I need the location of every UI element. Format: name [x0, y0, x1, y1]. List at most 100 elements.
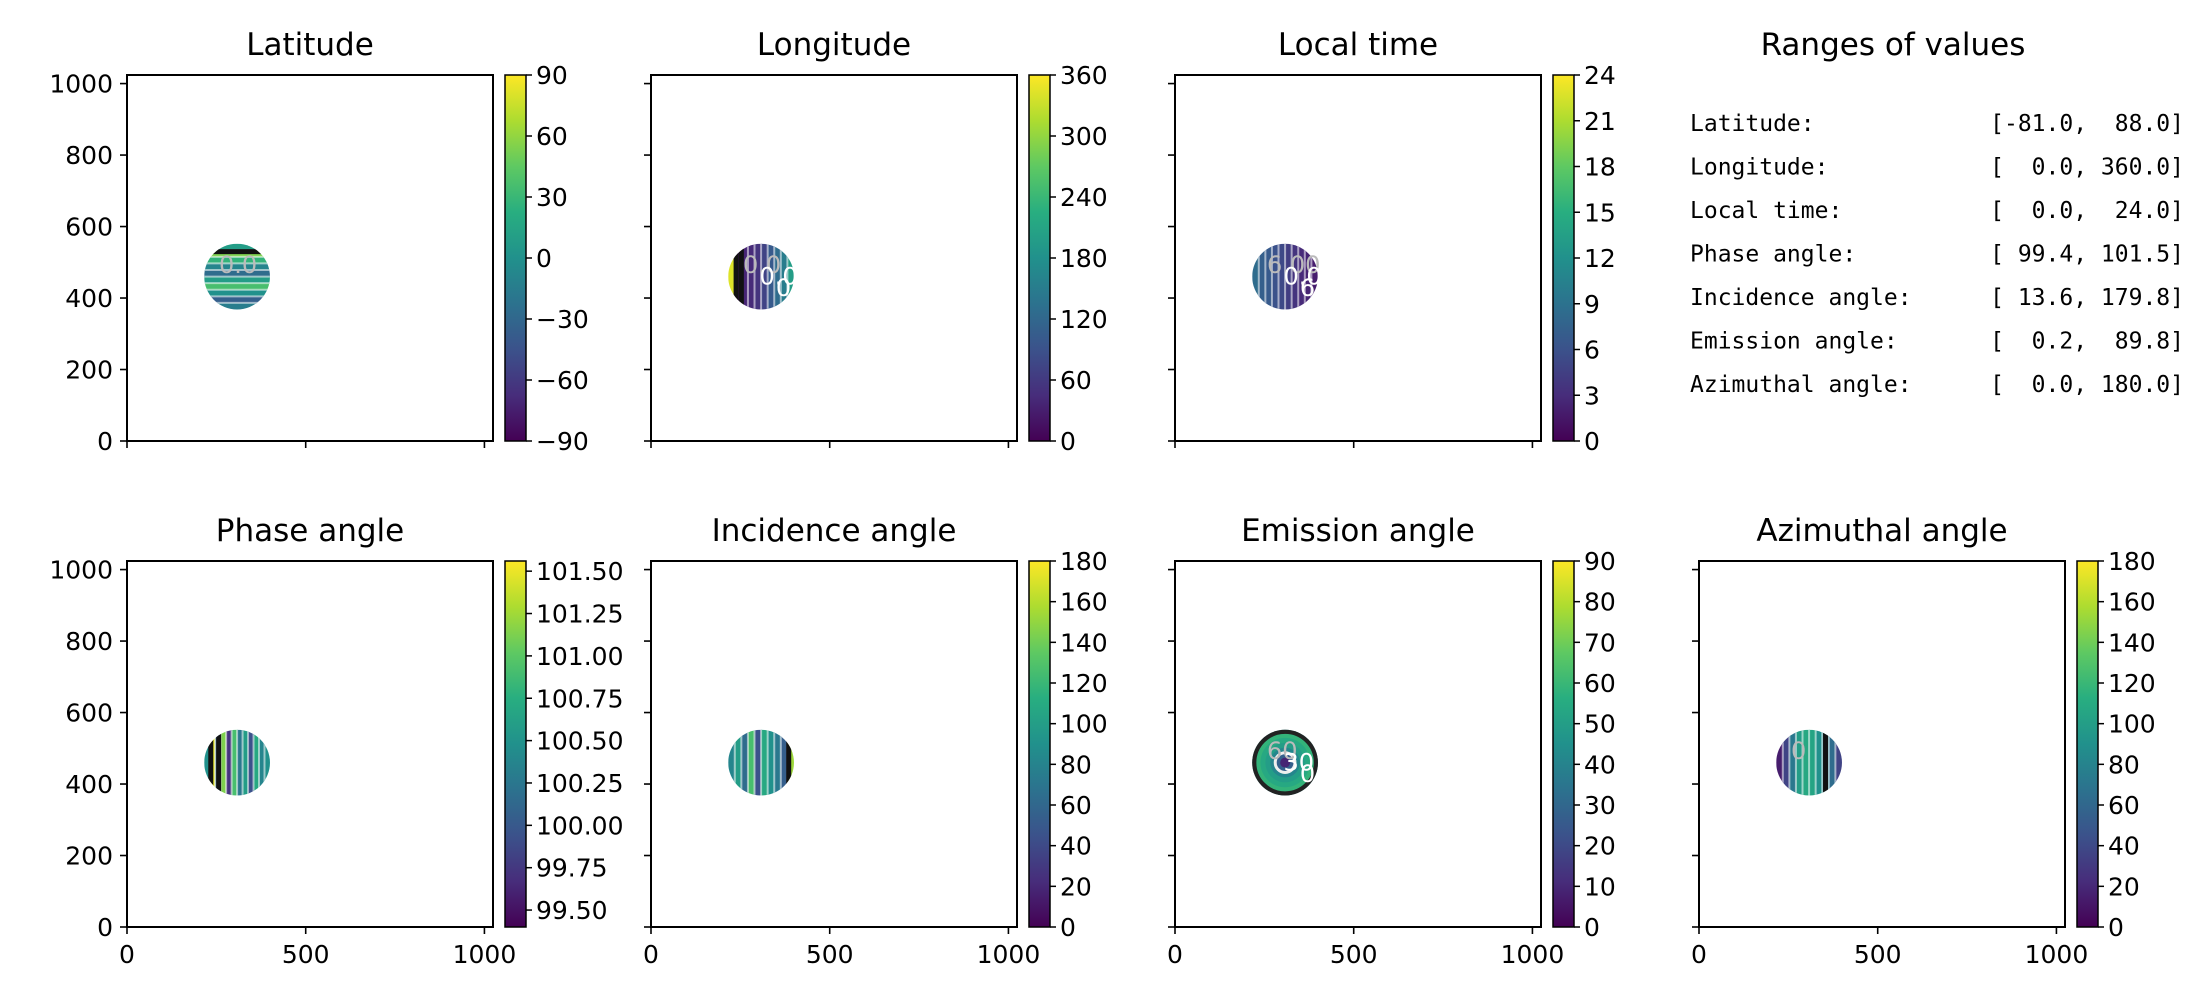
disk-band: [780, 729, 788, 796]
x-tick-label: 1000: [977, 940, 1041, 969]
disk-band: [1835, 729, 1842, 796]
planet-disk: [1252, 729, 1318, 796]
range-label: Azimuthal angle:: [1690, 372, 1912, 398]
y-tick-label: 1000: [49, 556, 113, 585]
colorbar-tick-label: 90: [536, 61, 568, 90]
ranges-title: Ranges of values: [1761, 27, 2026, 63]
axes-frame: [650, 560, 1018, 928]
colorbar: [1552, 560, 1575, 928]
range-label: Latitude:: [1690, 111, 1815, 137]
range-value: [-81.0, 88.0]: [1990, 111, 2184, 137]
panel-title: Latitude: [246, 27, 374, 63]
disk-band: [1280, 757, 1291, 768]
colorbar: [1028, 74, 1051, 442]
range-label: Emission angle:: [1690, 329, 1898, 355]
disk-band: [728, 729, 736, 796]
disk-band: [253, 729, 260, 796]
colorbar: [504, 560, 527, 928]
panel-incidence-angle: Incidence angle 0 500 1000 180 160 140 120 100 80…: [643, 513, 1108, 969]
range-value: [ 0.0, 180.0]: [1990, 372, 2184, 398]
disk-band: [1776, 729, 1784, 796]
colorbar-tick-label: 0: [1060, 913, 1076, 942]
colorbar-tick-label: 240: [1060, 183, 1108, 212]
colorbar-tick-label: 160: [2108, 588, 2156, 617]
colorbar-tick-label: 40: [1584, 750, 1616, 779]
disk-band: [204, 270, 270, 278]
range-label: Phase angle:: [1690, 242, 1856, 268]
axes-frame: [1174, 74, 1542, 442]
colorbar-tick-label: 60: [1584, 669, 1616, 698]
contour-label: 0.0: [219, 251, 257, 279]
colorbar-tick-label: 80: [2108, 750, 2140, 779]
contour-label: 0.0: [743, 251, 781, 279]
disk-band: [787, 243, 794, 310]
colorbar-tick-label: 100.75: [536, 684, 623, 713]
colorbar-tick-label: 180: [1060, 244, 1108, 273]
colorbar-tick-label: 101.50: [536, 557, 623, 586]
axes-frame: [1174, 560, 1542, 928]
disk-band: [220, 729, 227, 796]
disk-band: [1828, 729, 1836, 796]
x-tick-label: 0: [119, 940, 135, 969]
colorbar-tick-label: 20: [2108, 872, 2140, 901]
colorbar-tick-label: 100.25: [536, 769, 623, 798]
colorbar-tick-label: 18: [1584, 153, 1616, 182]
disk-band: [1285, 243, 1293, 310]
planet-disk: [1776, 729, 1842, 796]
colorbar-tick-label: 0: [2108, 913, 2124, 942]
colorbar-tick-label: 80: [1060, 750, 1092, 779]
panel-title: Local time: [1278, 27, 1438, 63]
panel-azimuthal-angle: Azimuthal angle 0 0 500 1000 180 160 140 120 100 8…: [1691, 513, 2156, 969]
colorbar-tick-label: 101.00: [536, 642, 623, 671]
y-tick-label: 400: [65, 284, 113, 313]
colorbar-tick-label: 120: [1060, 305, 1108, 334]
disk-band: [1795, 729, 1804, 796]
colorbar-tick-label: 0: [1060, 427, 1076, 456]
disk-band: [741, 243, 749, 310]
disk-band: [226, 729, 233, 796]
colorbar-tick-label: 20: [1060, 872, 1092, 901]
x-tick-label: 500: [282, 940, 330, 969]
disk-band: [774, 243, 782, 310]
y-tick-label: 600: [65, 213, 113, 242]
disk-band: [754, 729, 762, 796]
colorbar-tick-label: 30: [1584, 791, 1616, 820]
disk-band: [204, 729, 211, 796]
disk-band: [242, 729, 249, 796]
range-value: [ 13.6, 179.8]: [1990, 285, 2184, 311]
colorbar-tick-label: 15: [1584, 198, 1616, 227]
y-tick-label: 200: [65, 356, 113, 385]
range-label: Longitude:: [1690, 155, 1828, 181]
colorbar-tick-label: 3: [1584, 381, 1600, 410]
colorbar-tick-label: 0: [1584, 427, 1600, 456]
colorbar-tick-label: 300: [1060, 122, 1108, 151]
colorbar-tick-label: −90: [536, 427, 589, 456]
axes-frame: [1698, 560, 2066, 928]
disk-band: [1782, 729, 1790, 796]
colorbar: [2076, 560, 2099, 928]
colorbar-tick-label: 0: [536, 244, 552, 273]
axes-frame: [126, 74, 494, 442]
disk-band: [747, 243, 756, 310]
x-tick-label: 500: [1854, 940, 1902, 969]
ranges-panel: Ranges of values Latitude: [-81.0, 88.0] L…: [1690, 27, 2184, 398]
colorbar-tick-label: 60: [1060, 366, 1092, 395]
disk-band: [1271, 243, 1280, 310]
panel-longitude: Longitude 0.00.00.0 360 300 240 180 120 60 0: [644, 27, 1108, 456]
colorbar-tick-label: −30: [536, 305, 589, 334]
contour-label: 0.0: [776, 274, 814, 302]
colorbar-tick-label: 60: [1060, 791, 1092, 820]
disk-band: [1304, 243, 1312, 310]
disk-band: [248, 729, 255, 796]
panel-title: Emission angle: [1241, 513, 1475, 549]
axes-frame: [650, 74, 1018, 442]
disk-band: [774, 729, 782, 796]
panel-latitude: Latitude 0.0 0 200 400 600 800 1000 90 60 30 0 −30 −6…: [49, 27, 588, 456]
colorbar-tick-label: 70: [1584, 628, 1616, 657]
disk-band: [1291, 243, 1299, 310]
colorbar-tick-label: 9: [1584, 290, 1600, 319]
colorbar-tick-label: 60: [536, 122, 568, 151]
panel-phase-angle: Phase angle 0 500 1000 0 200 400 600 800 1000 101.…: [49, 513, 623, 969]
disk-band: [1265, 243, 1273, 310]
